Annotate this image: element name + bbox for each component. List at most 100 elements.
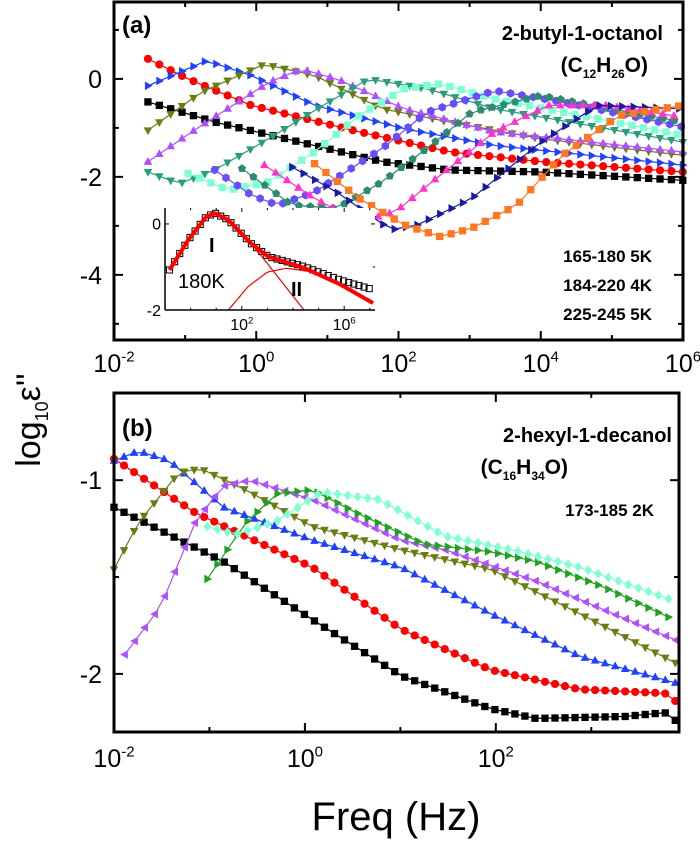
data-point-marker xyxy=(663,104,671,112)
data-point-marker xyxy=(337,85,346,94)
data-point-marker xyxy=(667,175,676,184)
data-point-marker xyxy=(515,553,523,562)
panel-b: 10-2 100 102-1-2 xyxy=(80,391,681,773)
inset-data-marker xyxy=(365,285,373,293)
data-point-marker xyxy=(596,101,605,110)
data-point-marker xyxy=(510,671,519,680)
data-point-marker xyxy=(564,135,574,143)
data-point-marker xyxy=(440,644,449,654)
data-point-marker xyxy=(167,71,176,81)
data-point-marker xyxy=(359,86,369,95)
data-series xyxy=(109,448,680,686)
data-point-marker xyxy=(169,475,179,484)
data-point-marker xyxy=(504,551,513,560)
data-point-marker xyxy=(400,547,409,556)
x-tick-exponent: 6 xyxy=(350,315,355,326)
data-point-marker xyxy=(615,589,623,599)
data-point-marker xyxy=(401,221,410,230)
data-point-marker xyxy=(533,91,542,100)
data-point-marker xyxy=(448,204,457,213)
inset-fit xyxy=(227,267,374,311)
data-point-marker xyxy=(521,712,529,720)
data-point-marker xyxy=(340,532,349,540)
data-point-marker xyxy=(485,152,494,161)
data-point-marker xyxy=(501,566,509,575)
data-point-marker xyxy=(344,503,353,513)
data-point-marker xyxy=(480,92,488,100)
data-point-marker xyxy=(621,163,630,172)
data-point-marker xyxy=(334,188,343,198)
data-point-marker xyxy=(393,80,403,89)
data-point-marker xyxy=(521,573,529,582)
x-tick-label: 106 xyxy=(333,315,356,334)
data-point-marker xyxy=(451,166,459,174)
data-point-marker xyxy=(554,556,562,567)
series-line xyxy=(113,458,676,702)
data-point-marker xyxy=(156,76,165,86)
data-point-marker xyxy=(390,620,399,629)
data-point-marker xyxy=(424,229,432,237)
data-point-marker xyxy=(542,158,551,167)
data-point-marker xyxy=(611,153,620,163)
data-point-marker xyxy=(237,164,247,173)
data-point-marker xyxy=(528,145,536,155)
data-point-marker xyxy=(560,644,570,653)
data-point-marker xyxy=(585,107,593,116)
data-series xyxy=(110,503,679,724)
data-point-marker xyxy=(530,156,539,166)
data-point-marker xyxy=(361,114,369,123)
data-point-marker xyxy=(310,159,319,168)
data-point-marker xyxy=(130,636,138,646)
data-point-marker xyxy=(370,554,379,563)
data-point-marker xyxy=(550,679,560,689)
data-point-marker xyxy=(444,542,453,552)
data-point-marker xyxy=(594,568,603,579)
data-point-marker xyxy=(290,528,299,537)
data-point-marker xyxy=(444,531,452,542)
data-point-marker xyxy=(496,106,506,115)
data-point-marker xyxy=(515,198,524,206)
data-point-marker xyxy=(584,133,592,142)
data-point-marker xyxy=(359,96,369,105)
data-point-marker xyxy=(311,175,320,185)
data-point-marker xyxy=(350,534,359,543)
data-point-marker xyxy=(621,712,629,721)
data-point-marker xyxy=(245,189,253,198)
data-point-marker xyxy=(394,527,403,537)
data-point-marker xyxy=(571,593,579,603)
data-point-marker xyxy=(159,454,169,463)
data-point-marker xyxy=(600,152,608,162)
data-point-marker xyxy=(561,714,569,722)
data-point-marker xyxy=(591,685,600,695)
data-point-marker xyxy=(640,107,649,116)
data-point-marker xyxy=(499,122,508,131)
data-point-marker xyxy=(541,714,549,722)
data-point-marker xyxy=(545,561,553,571)
data-point-marker xyxy=(447,230,455,238)
data-point-marker xyxy=(273,515,282,526)
data-point-marker xyxy=(587,122,597,131)
data-point-marker xyxy=(519,130,528,138)
data-point-marker xyxy=(140,623,148,632)
data-point-marker xyxy=(314,69,323,77)
inset-data-marker xyxy=(232,224,240,232)
data-point-marker xyxy=(657,158,665,168)
data-point-marker xyxy=(302,66,312,74)
data-point-marker xyxy=(410,569,419,578)
data-series xyxy=(289,101,684,234)
data-point-marker xyxy=(360,153,368,162)
data-point-marker xyxy=(559,108,568,116)
data-point-marker xyxy=(476,105,486,114)
data-point-marker xyxy=(166,111,175,119)
data-series xyxy=(310,102,683,241)
data-point-marker xyxy=(671,635,680,645)
data-point-marker xyxy=(521,111,531,120)
data-point-marker xyxy=(500,668,509,678)
data-point-marker xyxy=(220,522,229,531)
data-point-marker xyxy=(170,567,178,577)
data-point-marker xyxy=(511,569,519,579)
data-point-marker xyxy=(605,584,613,594)
data-point-marker xyxy=(620,664,630,672)
data-point-marker xyxy=(166,66,175,75)
data-point-marker xyxy=(610,126,619,135)
